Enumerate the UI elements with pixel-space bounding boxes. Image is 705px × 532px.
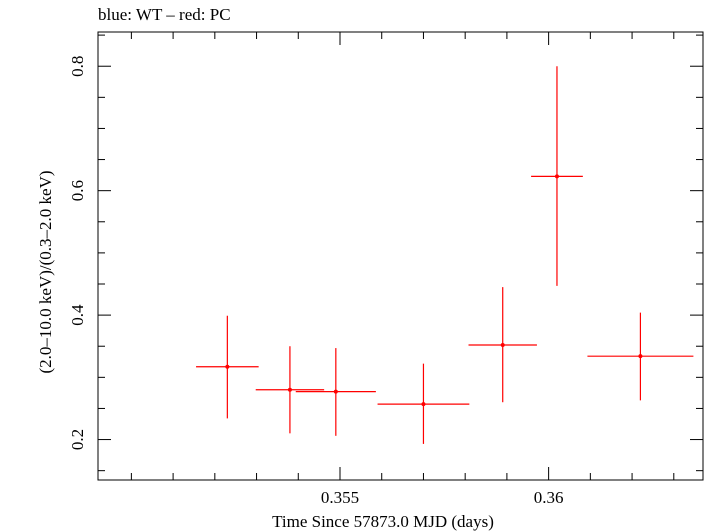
- x-axis-label: Time Since 57873.0 MJD (days): [272, 512, 494, 531]
- y-axis-label: (2.0–10.0 keV)/(0.3–2.0 keV): [36, 170, 55, 373]
- y-axis-ticks: 0.2 0.4 0.6 0.8: [68, 34, 703, 472]
- data-point: [255, 346, 325, 434]
- data-point: [587, 312, 694, 401]
- y-tick-label: 0.6: [68, 180, 87, 201]
- x-tick-label: 0.36: [534, 488, 564, 507]
- plot-frame: [97, 31, 704, 481]
- point-marker: [287, 387, 292, 392]
- data-point: [295, 348, 376, 436]
- data-point: [196, 315, 259, 419]
- point-marker: [500, 342, 505, 347]
- point-marker: [638, 354, 643, 359]
- y-tick-label: 0.8: [68, 56, 87, 77]
- data-point: [531, 66, 583, 286]
- y-tick-label: 0.4: [68, 304, 87, 326]
- x-axis-ticks: 0.355 0.36: [130, 32, 675, 507]
- point-marker: [554, 174, 559, 179]
- point-marker: [421, 402, 426, 407]
- data-series: [196, 66, 694, 444]
- y-tick-label: 0.2: [68, 429, 87, 450]
- plot-border: [97, 31, 704, 481]
- x-tick-label: 0.355: [321, 488, 359, 507]
- point-marker: [225, 364, 230, 369]
- chart-title: blue: WT – red: PC: [98, 5, 231, 24]
- data-point: [377, 363, 470, 444]
- data-point: [468, 287, 537, 403]
- point-marker: [333, 389, 338, 394]
